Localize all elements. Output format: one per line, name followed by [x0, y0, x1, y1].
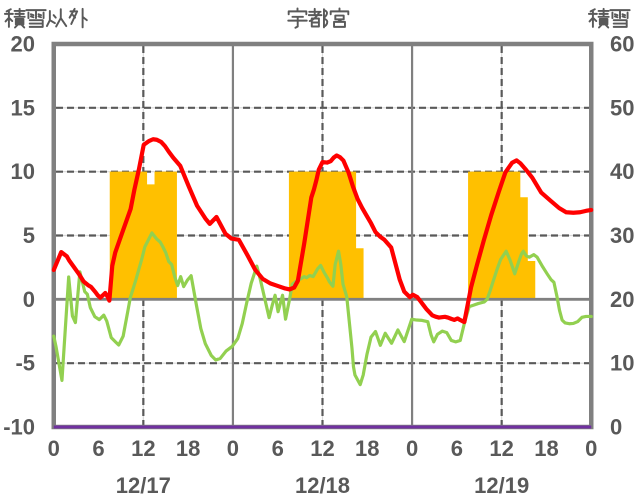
svg-text:30: 30: [610, 223, 634, 248]
svg-text:-5: -5: [15, 351, 35, 376]
svg-text:12/18: 12/18: [295, 473, 350, 498]
svg-text:15: 15: [11, 95, 35, 120]
svg-text:12/19: 12/19: [474, 473, 529, 498]
svg-text:6: 6: [451, 436, 463, 461]
svg-text:18: 18: [176, 436, 200, 461]
svg-text:0: 0: [585, 436, 597, 461]
svg-text:0: 0: [610, 415, 622, 440]
svg-text:60: 60: [610, 32, 634, 57]
svg-text:18: 18: [355, 436, 379, 461]
svg-text:40: 40: [610, 159, 634, 184]
svg-text:20: 20: [11, 32, 35, 57]
svg-text:20: 20: [610, 287, 634, 312]
svg-text:12: 12: [131, 436, 155, 461]
svg-text:6: 6: [272, 436, 284, 461]
svg-text:12: 12: [310, 436, 334, 461]
svg-text:0: 0: [23, 287, 35, 312]
svg-text:6: 6: [92, 436, 104, 461]
svg-text:18: 18: [534, 436, 558, 461]
svg-text:0: 0: [406, 436, 418, 461]
svg-text:10: 10: [11, 159, 35, 184]
svg-text:50: 50: [610, 95, 634, 120]
svg-text:12/17: 12/17: [116, 473, 171, 498]
svg-text:10: 10: [610, 351, 634, 376]
svg-text:0: 0: [227, 436, 239, 461]
svg-text:0: 0: [48, 436, 60, 461]
svg-text:5: 5: [23, 223, 35, 248]
svg-text:12: 12: [489, 436, 513, 461]
svg-text:-10: -10: [3, 415, 35, 440]
